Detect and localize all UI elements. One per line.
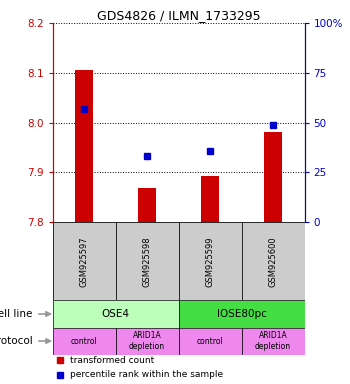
Bar [75, 70, 93, 222]
Title: GDS4826 / ILMN_1733295: GDS4826 / ILMN_1733295 [97, 9, 260, 22]
Bar [178, 328, 241, 354]
Text: IOSE80pc: IOSE80pc [217, 309, 266, 319]
Text: GSM925597: GSM925597 [79, 236, 89, 287]
Text: ARID1A
depletion: ARID1A depletion [129, 331, 165, 351]
Bar [52, 301, 178, 328]
Text: cell line: cell line [0, 309, 32, 319]
Text: protocol: protocol [0, 336, 32, 346]
Text: percentile rank within the sample: percentile rank within the sample [70, 370, 223, 379]
Bar [52, 328, 116, 354]
Bar [178, 301, 304, 328]
Bar [138, 189, 156, 222]
Text: GSM925599: GSM925599 [205, 236, 215, 286]
Bar [52, 222, 116, 301]
Bar [116, 222, 178, 301]
Text: control: control [71, 336, 97, 346]
Bar [201, 176, 219, 222]
Text: OSE4: OSE4 [102, 309, 130, 319]
Bar [241, 222, 304, 301]
Text: transformed count: transformed count [70, 356, 154, 365]
Text: ARID1A
depletion: ARID1A depletion [255, 331, 291, 351]
Bar [241, 328, 304, 354]
Text: GSM925600: GSM925600 [268, 236, 278, 287]
Text: GSM925598: GSM925598 [142, 236, 152, 287]
Bar [116, 328, 178, 354]
Text: control: control [197, 336, 223, 346]
Bar [264, 132, 282, 222]
Bar [178, 222, 241, 301]
